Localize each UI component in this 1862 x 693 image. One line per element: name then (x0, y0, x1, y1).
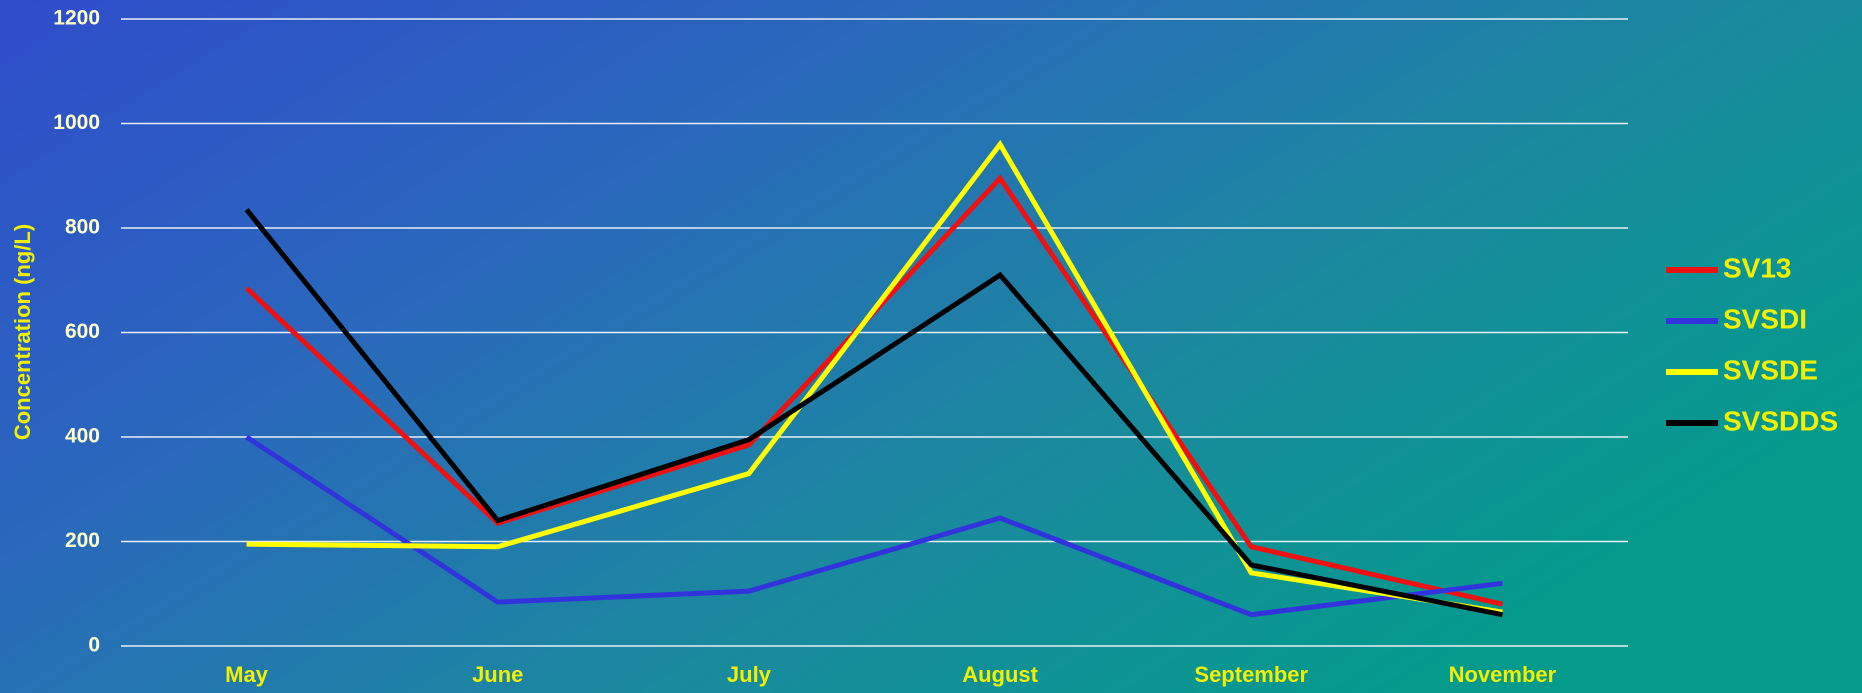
x-tick-label: September (1194, 662, 1308, 687)
y-tick-label: 0 (88, 634, 100, 657)
x-tick-label: May (225, 662, 269, 687)
y-tick-label: 1000 (53, 111, 100, 134)
x-tick-label: July (727, 662, 772, 687)
y-axis-label: Concentration (ng/L) (10, 224, 35, 440)
x-tick-label: June (472, 662, 523, 687)
y-tick-label: 1200 (53, 7, 100, 30)
legend-label: SV13 (1723, 252, 1792, 283)
series-line (246, 139, 1503, 615)
y-tick-label: 600 (65, 320, 100, 343)
legend-label: SVSDDS (1723, 405, 1838, 436)
y-tick-label: 800 (65, 216, 100, 239)
y-tick-label: 200 (65, 529, 100, 552)
y-tick-label: 400 (65, 425, 100, 448)
series-line (244, 208, 1503, 618)
series-line (245, 434, 1503, 618)
legend-label: SVSDE (1723, 354, 1818, 385)
x-tick-label: August (962, 662, 1038, 687)
x-tick-label: November (1449, 662, 1557, 687)
legend-label: SVSDI (1723, 303, 1807, 334)
